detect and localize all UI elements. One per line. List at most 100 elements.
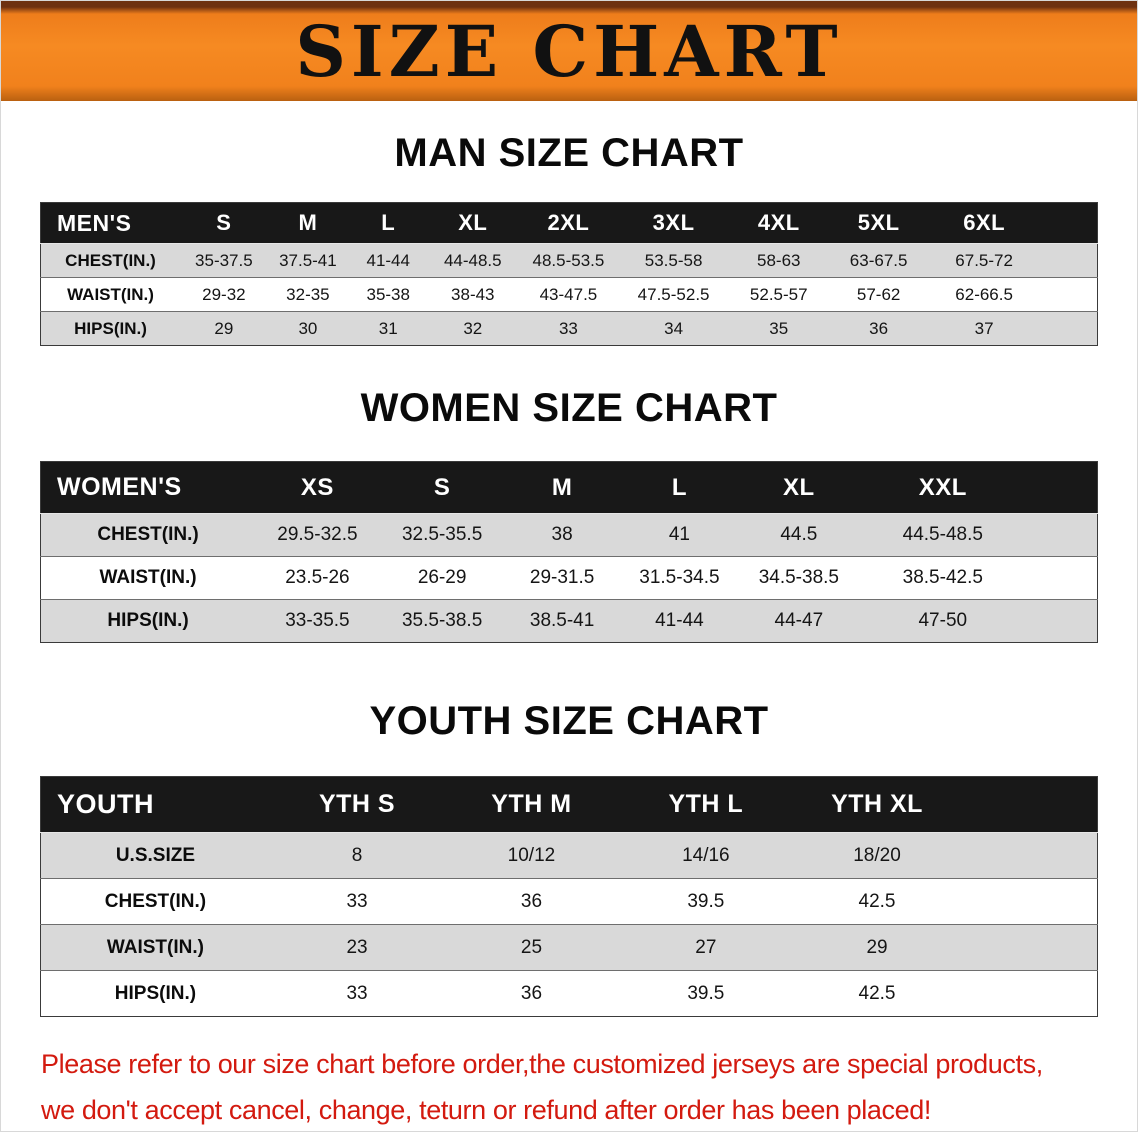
measurement-value: 42.5: [793, 970, 1098, 1017]
measurement-value: 44.5: [739, 513, 859, 557]
measurement-value: 42.5: [793, 878, 1098, 925]
measurement-value: 58-63: [727, 243, 831, 278]
measurement-value: 41-44: [348, 243, 429, 278]
measurement-value: 47-50: [858, 599, 1098, 643]
row-label: U.S.SIZE: [40, 832, 270, 879]
measurement-value: 36: [444, 878, 619, 925]
measurement-value: 43-47.5: [517, 277, 620, 312]
size-column-header: 5XL: [830, 202, 928, 244]
row-label: HIPS(IN.): [40, 970, 270, 1017]
measurement-value: 35-38: [348, 277, 429, 312]
youth-section-heading: YOUTH SIZE CHART: [369, 699, 769, 743]
measurement-value: 52.5-57: [727, 277, 831, 312]
measurement-value: 44-48.5: [428, 243, 518, 278]
row-label: WAIST(IN.): [40, 556, 256, 600]
men-table-title-cell: MEN'S: [40, 202, 181, 244]
measurement-value: 41-44: [619, 599, 740, 643]
measurement-value: 67.5-72: [927, 243, 1098, 278]
measurement-value: 35-37.5: [180, 243, 268, 278]
footer-notice: Please refer to our size chart before or…: [41, 1041, 1101, 1131]
size-column-header: M: [267, 202, 349, 244]
size-column-header: YTH M: [444, 776, 619, 833]
size-column-header: 3XL: [619, 202, 728, 244]
notice-line-1: Please refer to our size chart before or…: [41, 1049, 1043, 1079]
measurement-value: 41: [619, 513, 740, 557]
measurement-value: 35: [727, 311, 831, 346]
men-section-heading: MAN SIZE CHART: [394, 131, 744, 175]
measurement-value: 34.5-38.5: [739, 556, 859, 600]
measurement-value: 26-29: [379, 556, 505, 600]
size-column-header: 2XL: [517, 202, 620, 244]
measurement-value: 29-31.5: [504, 556, 620, 600]
notice-line-2: we don't accept cancel, change, teturn o…: [41, 1095, 931, 1125]
measurement-row: WAIST(IN.) 23 25 27 29: [40, 924, 1098, 971]
measurement-value: 31: [348, 311, 429, 346]
measurement-value: 25: [444, 924, 619, 971]
measurement-value: 8: [269, 832, 445, 879]
measurement-value: 44-47: [739, 599, 859, 643]
youth-table-title-cell: YOUTH: [40, 776, 270, 833]
size-column-header: 6XL: [927, 202, 1098, 244]
measurement-value: 30: [267, 311, 349, 346]
measurement-row: HIPS(IN.) 29 30 31 32 33 34 35 36 37: [40, 311, 1098, 346]
measurement-value: 31.5-34.5: [619, 556, 740, 600]
measurement-row: WAIST(IN.) 29-32 32-35 35-38 38-43 43-47.5 47.…: [40, 277, 1098, 312]
measurement-row: CHEST(IN.) 35-37.5 37.5-41 41-44 44-48.5 48.5…: [40, 243, 1098, 278]
row-label: WAIST(IN.): [40, 277, 181, 312]
measurement-value: 29.5-32.5: [255, 513, 380, 557]
youth-size-table: YOUTH YTH S YTH M YTH L YTH XL U.S.SIZE 8 10/12…: [40, 776, 1098, 1017]
measurement-value: 57-62: [830, 277, 928, 312]
size-column-header: XL: [428, 202, 518, 244]
size-column-header: S: [379, 461, 505, 514]
measurement-value: 44.5-48.5: [858, 513, 1098, 557]
women-section-heading: WOMEN SIZE CHART: [360, 386, 778, 430]
measurement-value: 63-67.5: [830, 243, 928, 278]
measurement-value: 35.5-38.5: [379, 599, 505, 643]
measurement-value: 37: [927, 311, 1098, 346]
measurement-value: 32-35: [267, 277, 349, 312]
section-women: WOMEN SIZE CHART WOMEN'S XS S M L XL XXL CHEST(…: [1, 386, 1137, 643]
men-header-row: MEN'S S M L XL 2XL 3XL 4XL 5XL 6XL: [40, 202, 1098, 244]
size-column-header: 4XL: [727, 202, 831, 244]
size-column-header: L: [348, 202, 429, 244]
measurement-value: 32: [428, 311, 518, 346]
youth-header-row: YOUTH YTH S YTH M YTH L YTH XL: [40, 776, 1098, 833]
measurement-value: 39.5: [618, 878, 794, 925]
measurement-row: U.S.SIZE 8 10/12 14/16 18/20: [40, 832, 1098, 879]
measurement-value: 39.5: [618, 970, 794, 1017]
measurement-row: HIPS(IN.) 33-35.5 35.5-38.5 38.5-41 41-44 44-…: [40, 599, 1098, 643]
measurement-value: 47.5-52.5: [619, 277, 728, 312]
size-column-header: S: [180, 202, 268, 244]
section-men: MAN SIZE CHART MEN'S S M L XL 2XL 3XL 4XL 5XL 6XL…: [1, 131, 1137, 346]
section-youth: YOUTH SIZE CHART YOUTH YTH S YTH M YTH L YTH…: [1, 699, 1137, 1017]
measurement-value: 38.5-42.5: [858, 556, 1098, 600]
measurement-value: 10/12: [444, 832, 619, 879]
size-column-header: YTH XL: [793, 776, 1098, 833]
measurement-row: WAIST(IN.) 23.5-26 26-29 29-31.5 31.5-34.5 34…: [40, 556, 1098, 600]
row-label: HIPS(IN.): [40, 599, 256, 643]
measurement-value: 36: [444, 970, 619, 1017]
page-title: SIZE CHART: [295, 10, 843, 93]
measurement-value: 34: [619, 311, 728, 346]
measurement-value: 37.5-41: [267, 243, 349, 278]
measurement-value: 38: [504, 513, 620, 557]
size-column-header: XL: [739, 461, 859, 514]
size-column-header: XS: [255, 461, 380, 514]
measurement-row: CHEST(IN.) 33 36 39.5 42.5: [40, 878, 1098, 925]
measurement-value: 29: [793, 924, 1098, 971]
measurement-value: 29-32: [180, 277, 268, 312]
measurement-value: 14/16: [618, 832, 794, 879]
women-size-table: WOMEN'S XS S M L XL XXL CHEST(IN.) 29.5-32.5 32.5…: [40, 461, 1098, 643]
measurement-value: 36: [830, 311, 928, 346]
measurement-value: 32.5-35.5: [379, 513, 505, 557]
measurement-value: 23: [269, 924, 445, 971]
banner: SIZE CHART: [1, 1, 1137, 101]
row-label: CHEST(IN.): [40, 243, 181, 278]
size-column-header: XXL: [858, 461, 1098, 514]
row-label: CHEST(IN.): [40, 513, 256, 557]
measurement-value: 33: [269, 970, 445, 1017]
row-label: HIPS(IN.): [40, 311, 181, 346]
measurement-row: HIPS(IN.) 33 36 39.5 42.5: [40, 970, 1098, 1017]
size-column-header: YTH S: [269, 776, 445, 833]
measurement-value: 38-43: [428, 277, 518, 312]
